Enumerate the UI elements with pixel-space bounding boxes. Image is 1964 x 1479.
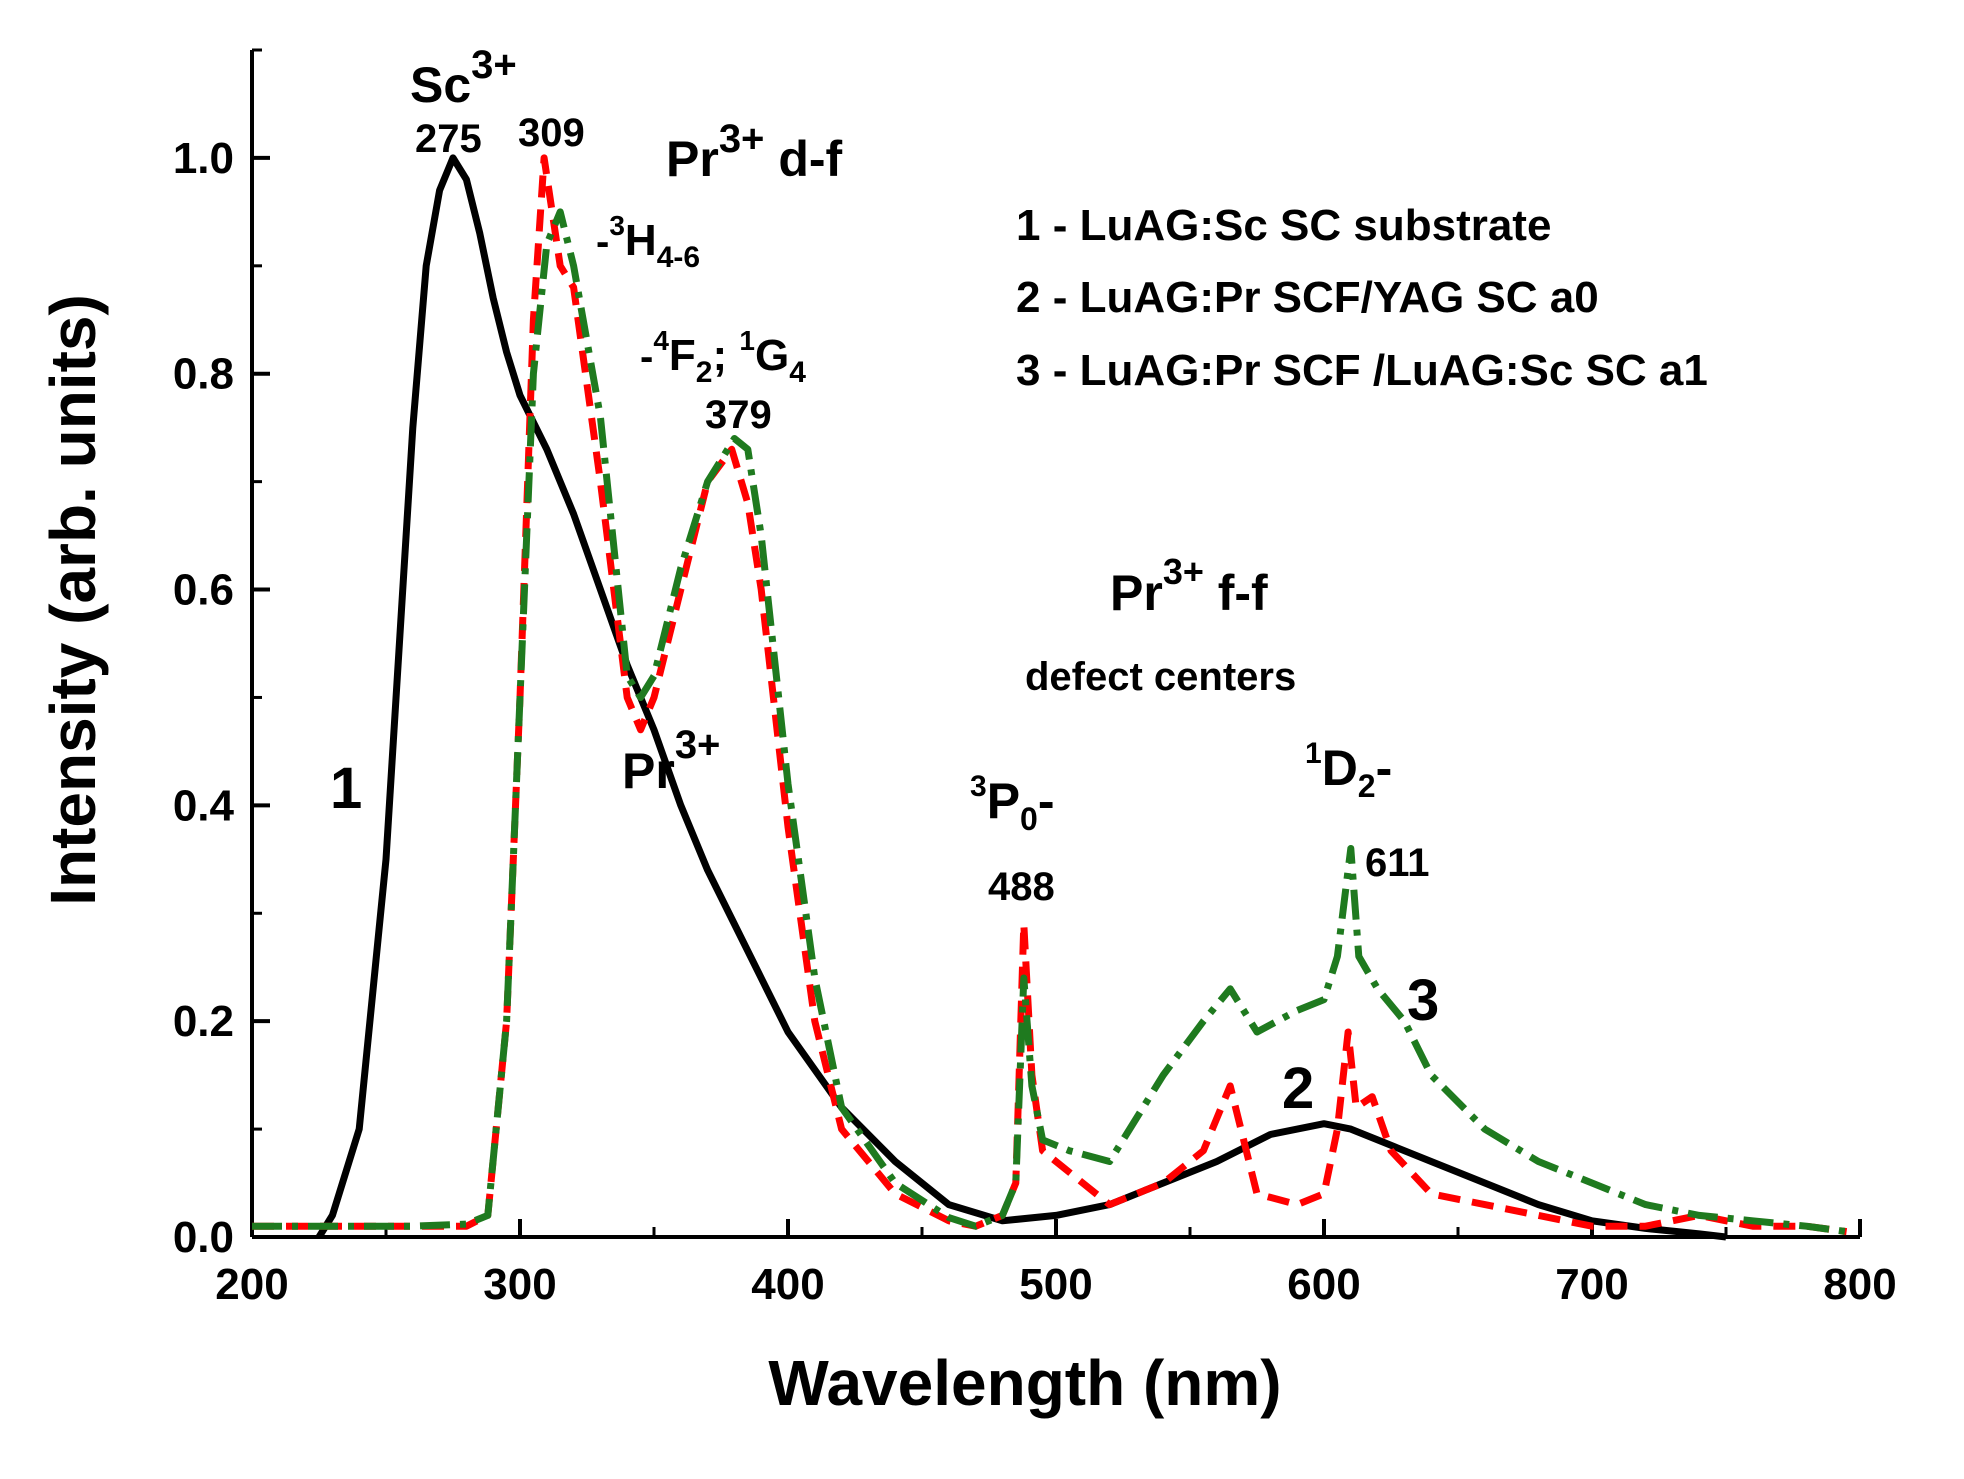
- annotations: Sc3+ 275 309 Pr3+ d-f -3H4-6 -4F2; 1G4 3…: [330, 43, 1439, 1121]
- annotation-peak-611: 611: [1365, 841, 1430, 885]
- annotation-sc3: Sc3+: [410, 43, 517, 113]
- y-tick-label: 1.0: [173, 134, 234, 183]
- y-tick-label: 0.6: [173, 566, 234, 615]
- series-2-line: [252, 154, 1848, 1236]
- x-tick-label: 500: [1019, 1260, 1092, 1309]
- series-layer: [252, 154, 1848, 1241]
- annotation-pr-df: Pr3+ d-f: [666, 117, 843, 187]
- y-axis-ticks: 0.0 0.2 0.4 0.6 0.8 1.0: [173, 48, 270, 1262]
- legend-entry-3: 3 - LuAG:Pr SCF /LuAG:Sc SC a1: [1016, 346, 1708, 395]
- annotation-h46: -3H4-6: [596, 210, 700, 274]
- legend: 1 - LuAG:Sc SC substrate 2 - LuAG:Pr SCF…: [1016, 201, 1708, 395]
- x-tick-label: 300: [483, 1260, 556, 1309]
- annotation-peak-379: 379: [705, 393, 772, 437]
- y-tick-label: 0.4: [173, 781, 235, 830]
- annotation-peak-275: 275: [415, 117, 482, 161]
- annotation-curve-3: 3: [1407, 968, 1439, 1033]
- x-axis-ticks: 200 300 400 500 600 700 800: [215, 1219, 1897, 1309]
- y-tick-label: 0.8: [173, 350, 234, 399]
- annotation-1d2: 1D2-: [1305, 737, 1392, 804]
- x-axis-title: Wavelength (nm): [768, 1347, 1281, 1419]
- annotation-curve-2: 2: [1282, 1056, 1314, 1121]
- annotation-pr-mid: Pr3+: [622, 723, 720, 799]
- series-1-line: [316, 154, 1727, 1241]
- legend-entry-1: 1 - LuAG:Sc SC substrate: [1016, 201, 1551, 250]
- y-axis-title: Intensity (arb. units): [37, 294, 109, 906]
- annotation-f2-g4: -4F2; 1G4: [640, 325, 806, 389]
- legend-entry-2: 2 - LuAG:Pr SCF/YAG SC a0: [1016, 273, 1599, 322]
- annotation-pr-ff: Pr3+ f-f: [1110, 551, 1268, 621]
- annotation-peak-488: 488: [988, 865, 1055, 909]
- y-tick-label: 0.0: [173, 1213, 234, 1262]
- annotation-3p0: 3P0-: [970, 770, 1055, 837]
- x-tick-label: 400: [751, 1260, 824, 1309]
- annotation-peak-309: 309: [518, 111, 585, 155]
- annotation-curve-1: 1: [330, 756, 362, 821]
- x-tick-label: 700: [1555, 1260, 1628, 1309]
- x-tick-label: 800: [1823, 1260, 1896, 1309]
- x-tick-label: 600: [1287, 1260, 1360, 1309]
- annotation-defect-centers: defect centers: [1025, 655, 1296, 699]
- x-tick-label: 200: [215, 1260, 288, 1309]
- series-3-line: [252, 208, 1848, 1236]
- y-tick-label: 0.2: [173, 997, 234, 1046]
